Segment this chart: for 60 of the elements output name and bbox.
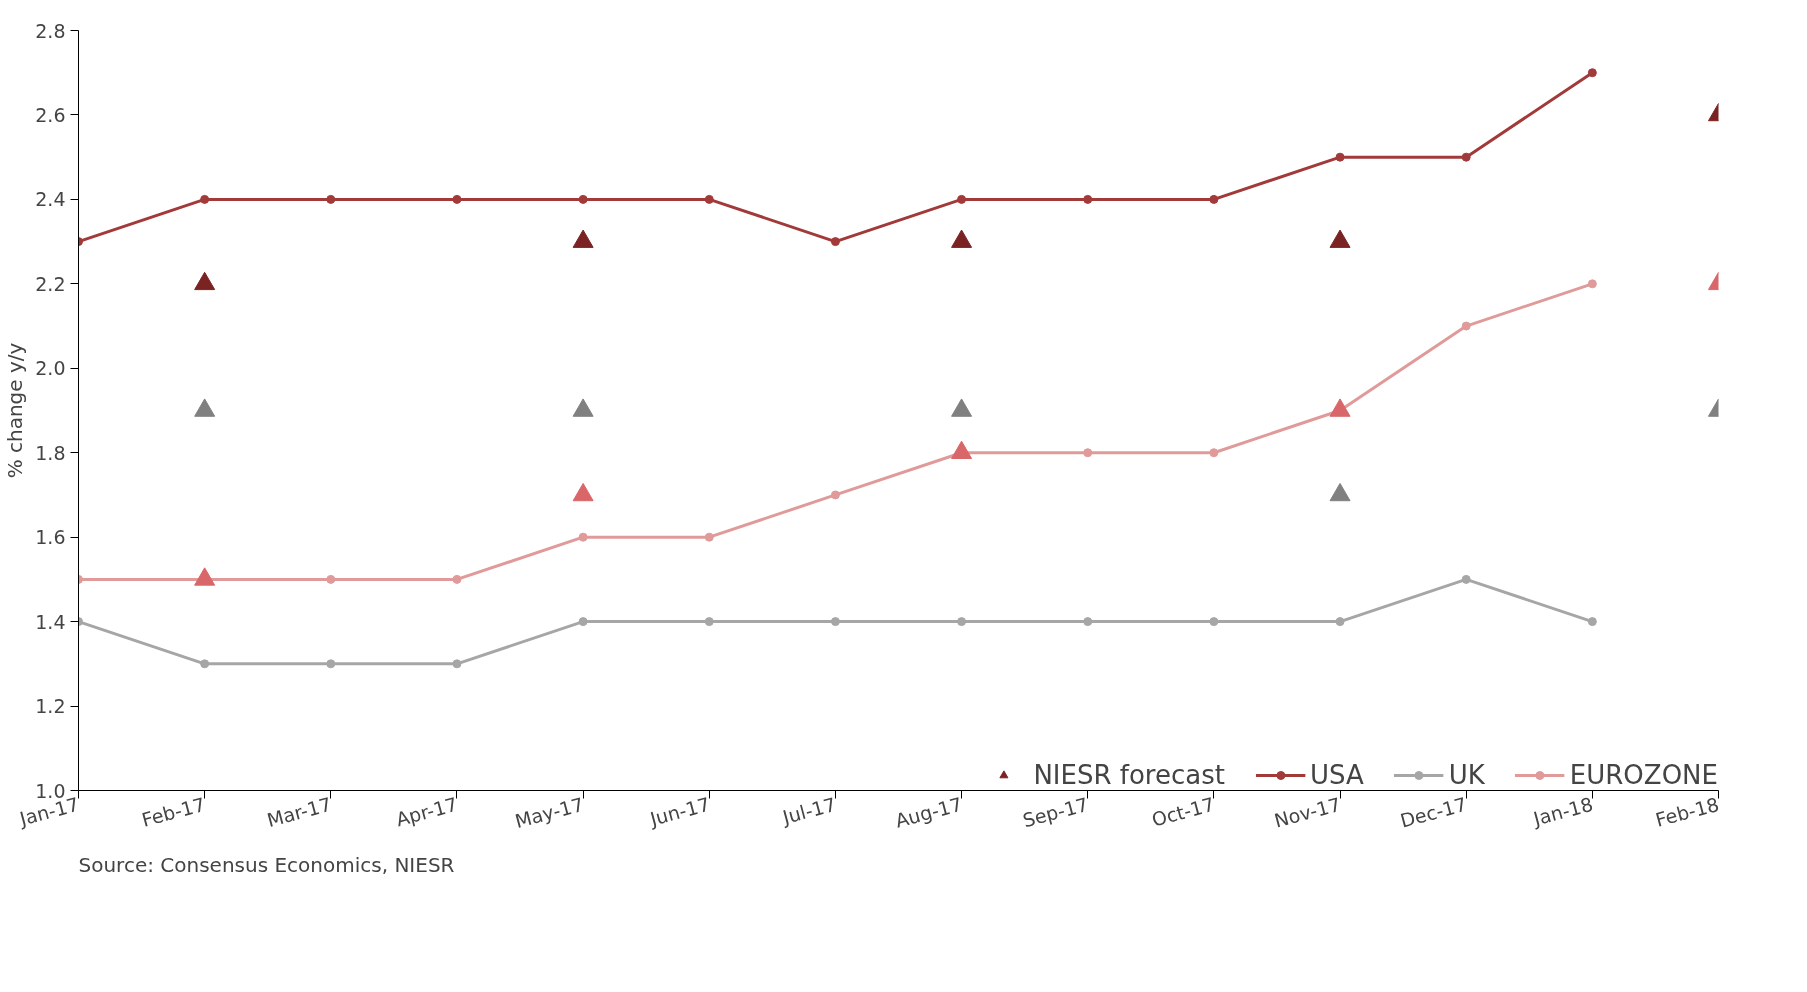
point [452,194,462,204]
y-tick-label: 2.6 [35,103,66,126]
point [1209,617,1219,627]
point [1461,574,1471,584]
point [452,659,462,669]
x-tick-label: Nov-17 [1271,792,1343,832]
point [830,490,840,500]
point [830,617,840,627]
y-tick-label: 1.4 [35,610,66,633]
point [704,532,714,542]
point [957,617,967,627]
x-tick-label: Jul-17 [779,792,839,829]
point [326,574,336,584]
x-tick-label: Feb-18 [1653,792,1722,831]
point [704,617,714,627]
y-tick-label: 2.4 [35,188,66,211]
y-tick-label: 2.2 [35,272,66,295]
point [704,194,714,204]
legend-label: UK [1448,760,1485,790]
legend-label: USA [1309,760,1364,790]
point [1335,152,1345,162]
point [1461,321,1471,331]
y-tick-label: 2.0 [35,357,66,380]
point [452,574,462,584]
point [326,659,336,669]
y-tick-label: 2.8 [35,19,66,42]
y-tick-label: 1.2 [35,695,66,718]
point [326,194,336,204]
legend-label: EUROZONE [1569,760,1718,790]
x-tick-label: Feb-17 [139,792,208,831]
point [1209,194,1219,204]
point [200,194,210,204]
point [1587,68,1597,78]
point [1083,617,1093,627]
point [1083,448,1093,458]
x-tick-label: Apr-17 [393,792,460,831]
point [957,194,967,204]
point [1083,194,1093,204]
point [1587,279,1597,289]
point [578,194,588,204]
point [1335,617,1345,627]
x-tick-label: Aug-17 [892,792,965,832]
x-tick-label: Sep-17 [1020,792,1091,832]
x-tick-label: May-17 [512,792,586,833]
x-tick-label: Mar-17 [264,792,334,832]
point [1587,617,1597,627]
source-note: Source: Consensus Economics, NIESR [78,852,455,877]
point [1209,448,1219,458]
legend-label: NIESR forecast [1033,760,1225,790]
x-tick-label: Dec-17 [1397,792,1470,832]
point [200,659,210,669]
point [830,237,840,247]
point [578,617,588,627]
x-tick-label: Oct-17 [1149,792,1217,831]
y-tick-label: 1.6 [35,526,66,549]
point [1461,152,1471,162]
point [578,532,588,542]
y-tick-label: 1.0 [35,779,66,802]
y-tick-label: 1.8 [35,441,66,464]
y-axis-title: % change y/y [3,342,28,479]
